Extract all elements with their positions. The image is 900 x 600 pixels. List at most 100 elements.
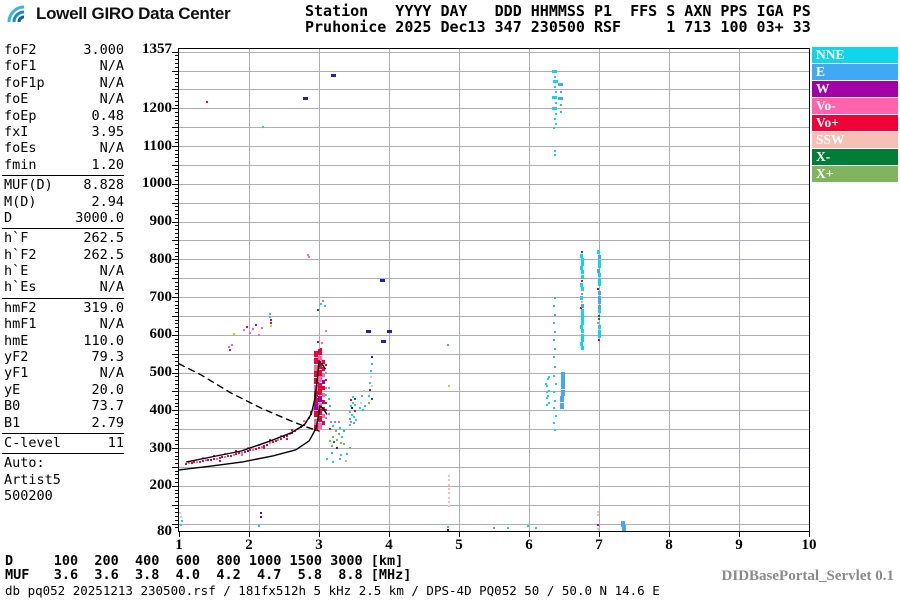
echo-data-point xyxy=(210,458,213,461)
echo-data-point xyxy=(252,328,255,331)
parameter-row: foF2 3.000 xyxy=(4,42,124,58)
horizontal-gridline xyxy=(179,372,809,374)
echo-data-point xyxy=(350,413,353,416)
parameter-label: h`E xyxy=(4,263,29,280)
parameter-value: 1.20 xyxy=(91,156,124,173)
echo-data-point xyxy=(553,80,559,84)
echo-data-point xyxy=(448,385,451,388)
parameter-row: foEs N/A xyxy=(4,140,124,156)
echo-data-point xyxy=(325,409,327,412)
x-axis-tick xyxy=(459,531,460,537)
x-axis-label: 10 xyxy=(801,537,817,553)
echo-data-point xyxy=(334,420,337,423)
parameter-value: 73.7 xyxy=(91,398,124,415)
parameter-row: hmF2 319.0 xyxy=(4,300,124,316)
y-axis-label: 1100 xyxy=(142,137,172,154)
y-axis-minor-tick xyxy=(175,187,178,189)
y-axis-minor-tick xyxy=(175,85,178,87)
echo-data-point xyxy=(597,300,601,305)
parameter-label: Artist5 xyxy=(4,471,61,488)
echo-data-point xyxy=(597,259,601,264)
echo-data-point xyxy=(448,496,451,499)
echo-data-point xyxy=(349,398,352,401)
parameter-label: h`F xyxy=(4,230,29,247)
y-axis-minor-tick xyxy=(175,229,178,230)
y-axis-minor-tick xyxy=(175,168,178,170)
echo-data-point xyxy=(447,483,450,486)
y-axis-minor-tick xyxy=(175,293,178,295)
echo-data-point xyxy=(341,435,344,438)
y-axis-major-tick xyxy=(172,221,178,223)
echo-data-point xyxy=(269,319,272,321)
x-axis-label: 4 xyxy=(385,537,393,553)
echo-data-point xyxy=(580,312,584,317)
echo-data-point xyxy=(597,273,601,278)
echo-data-point xyxy=(597,510,600,513)
y-axis-major-tick xyxy=(172,51,178,53)
y-axis-minor-tick xyxy=(175,398,178,400)
distance-row: D 100 200 400 600 800 1000 1500 3000 [km… xyxy=(5,553,404,569)
echo-data-point xyxy=(597,334,601,339)
echo-data-point xyxy=(312,408,315,411)
y-axis-minor-tick xyxy=(175,440,178,442)
parameter-row: MUF(D) 8.828 xyxy=(4,177,124,193)
parameter-label: Auto: xyxy=(4,455,45,472)
y-axis-minor-tick xyxy=(175,210,178,212)
echo-data-point xyxy=(596,268,600,273)
echo-data-point xyxy=(332,461,334,464)
echo-data-point xyxy=(447,504,450,507)
parameter-row: C-level 11 xyxy=(4,435,124,451)
y-axis-major-tick xyxy=(172,410,178,412)
echo-data-point xyxy=(527,525,530,528)
echo-data-point xyxy=(179,511,182,514)
echo-data-point xyxy=(317,308,320,311)
echo-data-point xyxy=(597,255,601,259)
echo-data-point xyxy=(580,253,583,258)
y-axis-minor-tick xyxy=(175,308,178,310)
parameter-value: 20.0 xyxy=(91,381,124,398)
echo-data-point xyxy=(621,525,626,531)
horizontal-gridline xyxy=(179,183,809,185)
echo-data-point xyxy=(280,434,283,437)
parameter-label: yF1 xyxy=(4,365,29,382)
echo-data-point xyxy=(535,527,537,529)
echo-data-point xyxy=(309,411,312,414)
trace-fit-curve xyxy=(186,360,326,463)
echo-data-point xyxy=(553,305,556,308)
y-axis-minor-tick xyxy=(175,285,178,287)
echo-data-point xyxy=(218,459,221,462)
echo-data-point xyxy=(252,448,255,451)
echo-data-point xyxy=(317,355,322,362)
y-axis-minor-tick xyxy=(175,149,178,151)
y-axis-minor-tick xyxy=(175,217,178,219)
echo-data-point xyxy=(598,295,602,300)
echo-data-point xyxy=(553,391,556,394)
y-axis-minor-tick xyxy=(175,470,178,472)
echo-data-point xyxy=(581,279,584,282)
echo-data-point xyxy=(330,445,333,448)
y-axis-major-tick xyxy=(172,523,178,525)
y-axis-minor-tick xyxy=(175,455,178,457)
echo-data-point xyxy=(321,399,325,404)
echo-data-point xyxy=(317,382,322,389)
echo-data-point xyxy=(338,421,341,424)
echo-data-point xyxy=(348,411,351,414)
horizontal-gridline xyxy=(179,429,809,431)
legend-item-w: W xyxy=(812,81,898,97)
echo-data-point xyxy=(283,436,285,439)
parameter-row: foF1 N/A xyxy=(4,58,124,74)
parameter-label: B0 xyxy=(4,398,21,415)
echo-data-point xyxy=(329,420,332,423)
servlet-version-label: DIDBasePortal_Servlet 0.1 xyxy=(721,568,894,584)
parameter-value: 3000.0 xyxy=(75,209,124,226)
echo-data-point xyxy=(598,314,600,317)
echo-data-point xyxy=(291,428,294,431)
echo-data-point xyxy=(581,274,585,279)
parameter-value: N/A xyxy=(99,140,124,157)
y-axis-minor-tick xyxy=(175,323,178,325)
parameter-row: h`E N/A xyxy=(4,263,124,279)
y-axis-minor-tick xyxy=(175,206,178,208)
echo-data-point xyxy=(386,329,392,333)
echo-data-point xyxy=(227,455,229,458)
echo-data-point xyxy=(580,337,584,342)
